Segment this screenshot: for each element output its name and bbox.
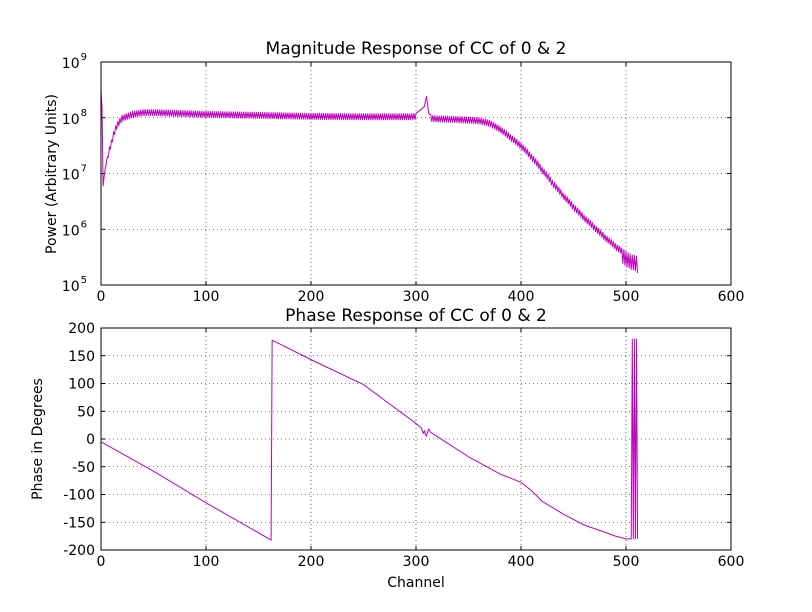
phase-x-tick-label: 200 (298, 554, 325, 570)
phase-y-tick-label: 100 (68, 377, 95, 393)
phase-x-axis-label: Channel (387, 575, 444, 591)
magnitude-y-axis-label: Power (Arbitrary Units) (44, 94, 60, 254)
magnitude-plot-frame (100, 61, 732, 286)
magnitude-y-tick-label: 106 (62, 219, 87, 239)
phase-x-tick-labels: 0 100 200 300 400 500 600 (97, 554, 745, 570)
phase-y-tick-label: 150 (68, 349, 95, 365)
phase-x-tick-label: 100 (193, 554, 220, 570)
magnitude-x-tick-labels: 0 100 200 300 400 500 600 (97, 289, 745, 305)
phase-x-tick-label: 0 (97, 554, 106, 570)
phase-y-tick-label: 0 (86, 432, 95, 448)
phase-y-axis-label: Phase in Degrees (30, 378, 46, 500)
phase-y-tick-label: -50 (72, 460, 95, 476)
magnitude-x-tick-label: 300 (403, 289, 430, 305)
magnitude-y-tick-label: 105 (62, 275, 87, 295)
phase-x-tick-label: 400 (508, 554, 535, 570)
phase-x-tick-label: 500 (613, 554, 640, 570)
phase-y-tick-label: -200 (63, 543, 95, 559)
magnitude-x-tick-label: 500 (613, 289, 640, 305)
phase-chart: Phase Response of CC of 0 & 2 Phase in D… (30, 306, 744, 591)
phase-x-tick-label: 600 (718, 554, 745, 570)
magnitude-y-tick-labels: 105 106 107 108 109 (62, 52, 87, 295)
phase-series-line (100, 338, 639, 541)
magnitude-ticks (100, 61, 732, 286)
magnitude-x-tick-label: 600 (718, 289, 745, 305)
magnitude-chart: Magnitude Response of CC of 0 & 2 Power … (44, 39, 744, 305)
magnitude-y-tick-label: 109 (62, 52, 87, 72)
phase-y-tick-label: -150 (63, 515, 95, 531)
phase-chart-title: Phase Response of CC of 0 & 2 (285, 306, 547, 326)
phase-x-tick-label: 300 (403, 554, 430, 570)
phase-grid (101, 328, 731, 550)
magnitude-series-line (100, 91, 639, 274)
magnitude-y-tick-label: 107 (62, 164, 87, 184)
phase-y-tick-label: 200 (68, 321, 95, 337)
magnitude-x-tick-label: 200 (298, 289, 325, 305)
phase-y-tick-labels: -200 -150 -100 -50 0 50 100 150 200 (63, 321, 95, 559)
magnitude-x-tick-label: 400 (508, 289, 535, 305)
phase-plot-frame (100, 327, 732, 551)
magnitude-x-tick-label: 0 (97, 289, 106, 305)
magnitude-y-tick-label: 108 (62, 108, 87, 128)
phase-y-tick-label: -100 (63, 488, 95, 504)
magnitude-grid (101, 62, 731, 285)
magnitude-x-tick-label: 100 (193, 289, 220, 305)
magnitude-chart-title: Magnitude Response of CC of 0 & 2 (266, 39, 567, 59)
phase-y-tick-label: 50 (77, 404, 95, 420)
